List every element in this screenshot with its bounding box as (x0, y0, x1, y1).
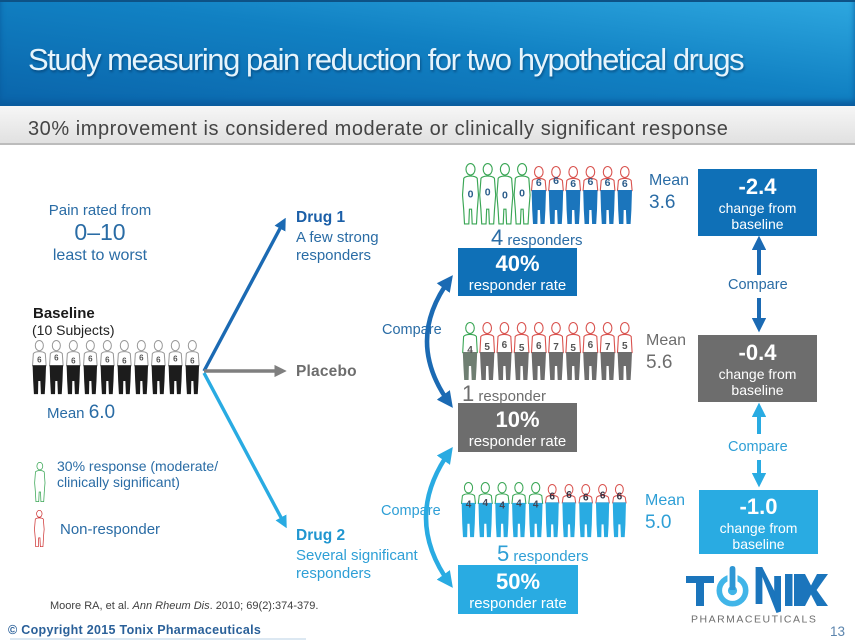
svg-text:6: 6 (122, 356, 127, 365)
svg-text:5: 5 (519, 343, 525, 354)
svg-text:6: 6 (587, 176, 593, 188)
svg-text:6: 6 (536, 341, 542, 352)
svg-text:6: 6 (600, 491, 606, 502)
svg-text:6: 6 (173, 355, 178, 364)
svg-text:4: 4 (467, 345, 473, 356)
svg-text:5: 5 (570, 343, 576, 354)
svg-text:6: 6 (105, 355, 110, 364)
svg-text:6: 6 (190, 356, 195, 365)
svg-text:6: 6 (570, 178, 576, 190)
svg-text:6: 6 (549, 492, 555, 503)
svg-text:6: 6 (536, 177, 542, 189)
svg-text:6: 6 (88, 355, 93, 364)
svg-text:6: 6 (583, 493, 589, 504)
svg-text:5: 5 (622, 341, 628, 352)
svg-text:6: 6 (566, 490, 572, 501)
svg-text:6: 6 (605, 177, 611, 189)
svg-text:4: 4 (533, 500, 539, 511)
svg-text:4: 4 (466, 500, 472, 511)
svg-text:4: 4 (499, 501, 505, 512)
svg-text:6: 6 (502, 340, 508, 351)
svg-text:6: 6 (617, 492, 623, 503)
svg-text:6: 6 (156, 355, 161, 364)
svg-text:0: 0 (519, 187, 525, 199)
svg-text:7: 7 (605, 342, 611, 353)
svg-text:6: 6 (54, 354, 59, 363)
svg-text:6: 6 (71, 356, 76, 365)
svg-text:6: 6 (622, 178, 628, 190)
svg-text:0: 0 (502, 190, 508, 202)
svg-text:4: 4 (516, 499, 522, 510)
svg-text:6: 6 (37, 355, 42, 364)
svg-text:5: 5 (484, 342, 490, 353)
svg-text:6: 6 (553, 175, 559, 187)
svg-text:6: 6 (588, 340, 594, 351)
svg-text:6: 6 (139, 354, 144, 363)
svg-text:PHARMACEUTICALS: PHARMACEUTICALS (691, 614, 817, 626)
svg-text:7: 7 (553, 342, 559, 353)
svg-text:0: 0 (468, 188, 474, 200)
svg-text:0: 0 (485, 186, 491, 198)
svg-text:4: 4 (483, 498, 489, 509)
